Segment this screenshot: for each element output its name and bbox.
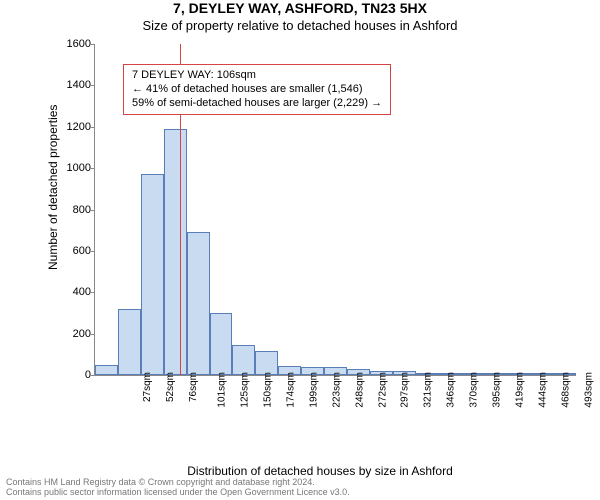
x-tick-label: 27sqm xyxy=(142,372,153,402)
page-title: 7, DEYLEY WAY, ASHFORD, TN23 5HX xyxy=(0,0,600,16)
y-tick-mark xyxy=(91,85,95,86)
x-tick-label: 52sqm xyxy=(165,372,176,402)
x-tick-label: 272sqm xyxy=(377,372,388,408)
histogram-bar xyxy=(141,174,164,375)
x-tick-label: 76sqm xyxy=(188,372,199,402)
y-tick-mark xyxy=(91,168,95,169)
y-tick-label: 1600 xyxy=(59,38,91,50)
x-tick-label: 297sqm xyxy=(400,372,411,408)
y-tick-mark xyxy=(91,44,95,45)
x-axis-label: Distribution of detached houses by size … xyxy=(50,464,590,478)
y-tick-mark xyxy=(91,375,95,376)
y-tick-label: 200 xyxy=(59,328,91,340)
y-tick-label: 600 xyxy=(59,245,91,257)
x-tick-label: 125sqm xyxy=(240,372,251,408)
histogram-bar xyxy=(210,313,233,375)
x-tick-label: 395sqm xyxy=(492,372,503,408)
x-tick-label: 321sqm xyxy=(423,372,434,408)
chart-area: Number of detached properties 0200400600… xyxy=(50,40,580,440)
y-tick-label: 800 xyxy=(59,204,91,216)
x-tick-label: 468sqm xyxy=(560,372,571,408)
info-box: 7 DEYLEY WAY: 106sqm← 41% of detached ho… xyxy=(123,64,391,115)
x-tick-label: 370sqm xyxy=(469,372,480,408)
info-line-2: ← 41% of detached houses are smaller (1,… xyxy=(132,83,382,97)
info-line-3: 59% of semi-detached houses are larger (… xyxy=(132,97,382,111)
y-tick-label: 400 xyxy=(59,286,91,298)
info-line-1: 7 DEYLEY WAY: 106sqm xyxy=(132,69,382,83)
x-tick-label: 444sqm xyxy=(537,372,548,408)
plot-region: 0200400600800100012001400160027sqm52sqm7… xyxy=(94,44,576,376)
x-tick-label: 150sqm xyxy=(263,372,274,408)
y-tick-mark xyxy=(91,127,95,128)
y-tick-label: 0 xyxy=(59,369,91,381)
x-tick-label: 419sqm xyxy=(515,372,526,408)
footer-line-2: Contains public sector information licen… xyxy=(6,488,350,498)
y-tick-mark xyxy=(91,334,95,335)
footer-attribution: Contains HM Land Registry data © Crown c… xyxy=(6,478,350,498)
y-axis-label: Number of detached properties xyxy=(46,105,60,270)
histogram-bar xyxy=(95,365,118,375)
histogram-bar xyxy=(118,309,141,375)
histogram-bar xyxy=(187,232,210,375)
histogram-bar xyxy=(232,345,255,375)
y-tick-mark xyxy=(91,210,95,211)
x-tick-label: 174sqm xyxy=(285,372,296,408)
x-tick-label: 493sqm xyxy=(583,372,594,408)
y-tick-mark xyxy=(91,251,95,252)
y-tick-label: 1000 xyxy=(59,162,91,174)
y-tick-mark xyxy=(91,292,95,293)
x-tick-label: 223sqm xyxy=(331,372,342,408)
x-tick-label: 199sqm xyxy=(308,372,319,408)
page-subtitle: Size of property relative to detached ho… xyxy=(0,18,600,33)
x-tick-label: 248sqm xyxy=(354,372,365,408)
x-tick-label: 346sqm xyxy=(446,372,457,408)
histogram-bar xyxy=(164,129,187,375)
x-tick-label: 101sqm xyxy=(217,372,228,408)
y-tick-label: 1400 xyxy=(59,79,91,91)
y-tick-label: 1200 xyxy=(59,121,91,133)
